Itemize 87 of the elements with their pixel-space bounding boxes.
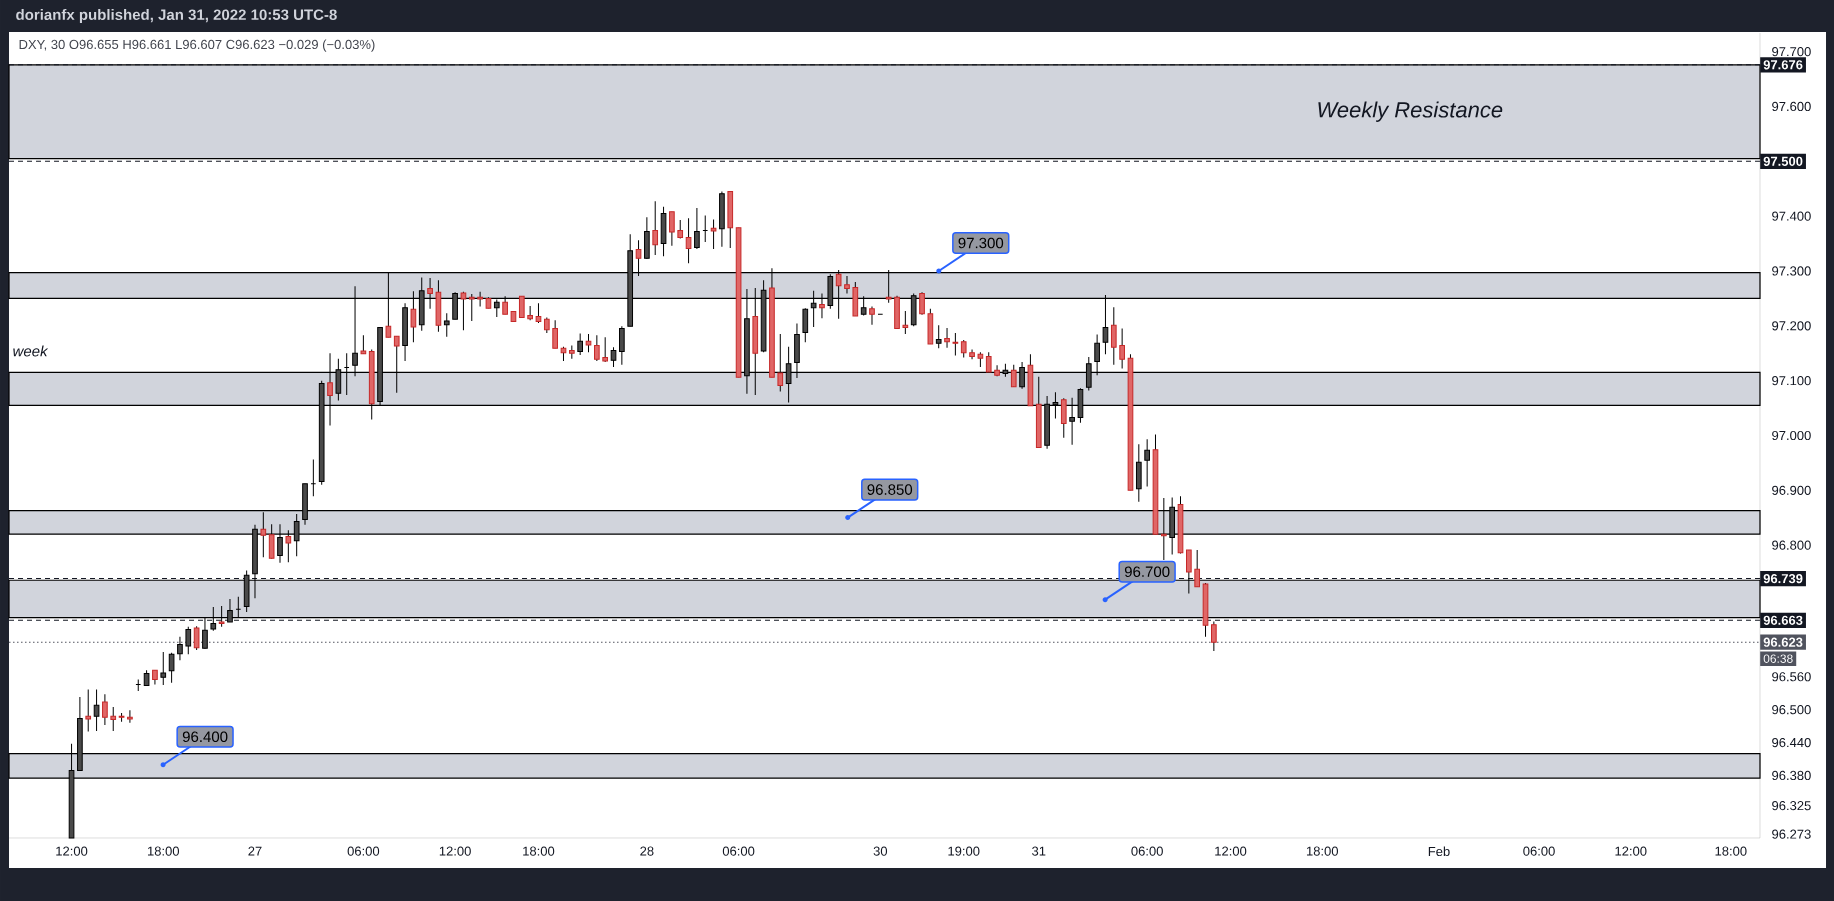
candlestick	[127, 709, 133, 724]
x-tick-label: 06:00	[1131, 846, 1163, 856]
ref-line-label: 97.500	[1763, 156, 1803, 166]
y-tick-label: 96.440	[1772, 737, 1811, 748]
candlestick	[552, 319, 558, 349]
candlestick	[869, 306, 875, 326]
candlestick	[685, 217, 692, 264]
y-tick-label: 96.900	[1772, 485, 1811, 495]
candlestick	[443, 312, 450, 338]
x-tick-label: 18:00	[523, 846, 555, 856]
candlestick	[602, 336, 609, 363]
candlestick	[102, 693, 108, 726]
candlestick	[85, 688, 92, 733]
candlestick	[110, 706, 117, 732]
x-tick-label: 18:00	[1306, 846, 1339, 856]
candlestick	[610, 346, 617, 368]
candlestick	[902, 310, 909, 335]
candlestick	[193, 625, 200, 651]
candlestick	[185, 626, 192, 655]
x-tick-label: 06:00	[1523, 846, 1555, 856]
x-tick-label: 31	[1032, 846, 1046, 856]
x-tick-label: 19:00	[948, 846, 980, 856]
candlestick	[527, 305, 533, 321]
band-label: Weekly Resistance	[1318, 101, 1503, 122]
y-tick-label: 96.500	[1772, 705, 1811, 715]
annotation: week	[13, 345, 49, 357]
annotation: 96.700	[1124, 566, 1170, 578]
text: 06:38	[1763, 654, 1793, 663]
candlestick	[677, 219, 684, 240]
candlestick	[177, 636, 183, 661]
y-tick-label: 96.800	[1772, 540, 1811, 550]
x-tick-label: 18:00	[147, 846, 180, 856]
candlestick	[944, 327, 950, 349]
candlestick	[168, 652, 175, 684]
x-tick-label: 18:00	[1715, 846, 1747, 856]
chart-title: dorianfx published, Jan 31, 2022 10:53 UTC-8	[16, 8, 337, 23]
x-tick-label: 06:00	[347, 846, 380, 856]
candlestick	[518, 295, 525, 319]
x-tick-label: 30	[873, 846, 888, 856]
x-tick-label: Feb	[1428, 846, 1450, 857]
y-tick-label: 97.000	[1772, 430, 1811, 441]
candlestick	[619, 325, 625, 366]
x-tick-label: 12:00	[1615, 846, 1647, 856]
candlestick	[1119, 328, 1125, 370]
candlestick	[710, 218, 717, 250]
y-tick-label: 96.273	[1772, 829, 1811, 839]
chart-subtitle: DXY, 30 O96.655 H96.661 L96.607 C96.623 −0.029 (−0.03%)	[19, 39, 375, 52]
x-tick-label: 12:00	[1215, 846, 1247, 856]
x-tick-label: 12:00	[56, 846, 88, 856]
ref-line-label: 96.739	[1763, 573, 1803, 584]
annotation: 96.850	[867, 484, 913, 495]
candlestick	[577, 332, 583, 356]
candlestick	[694, 207, 700, 250]
y-tick-label: 96.380	[1772, 770, 1811, 781]
y-tick-label: 97.700	[1772, 47, 1811, 57]
candlestick	[652, 200, 659, 256]
y-tick-label: 97.100	[1772, 376, 1811, 386]
ref-line-label: 97.676	[1763, 60, 1803, 70]
candlestick	[802, 307, 809, 343]
candlestick	[969, 348, 975, 360]
candlestick	[535, 302, 542, 324]
annotation: 97.300	[958, 237, 1004, 249]
candlestick	[160, 651, 167, 686]
y-tick-label: 97.300	[1772, 266, 1811, 276]
candlestick	[952, 332, 959, 356]
candlestick	[585, 333, 592, 353]
candlestick	[1211, 620, 1217, 652]
x-tick-label: 06:00	[722, 846, 755, 856]
x-tick-label: 28	[640, 846, 654, 856]
y-tick-label: 97.200	[1772, 321, 1811, 331]
candlestick	[360, 334, 367, 355]
y-tick-label: 97.400	[1772, 211, 1811, 221]
candlestick	[935, 324, 942, 349]
candlestick	[844, 275, 850, 294]
candlestick	[669, 211, 675, 247]
candlestick	[93, 688, 100, 732]
annotation: 96.400	[182, 731, 228, 743]
y-tick-label: 97.600	[1772, 101, 1811, 112]
candlestick	[1144, 438, 1150, 487]
candlestick	[1110, 306, 1117, 366]
y-tick-label: 96.560	[1772, 672, 1811, 682]
x-tick-label: 27	[248, 846, 262, 856]
ref-line-label: 96.623	[1763, 637, 1803, 647]
y-tick-label: 96.325	[1772, 801, 1811, 811]
candlestick	[594, 334, 600, 362]
ref-line-label: 96.663	[1763, 615, 1803, 625]
x-tick-label: 12:00	[439, 846, 471, 856]
